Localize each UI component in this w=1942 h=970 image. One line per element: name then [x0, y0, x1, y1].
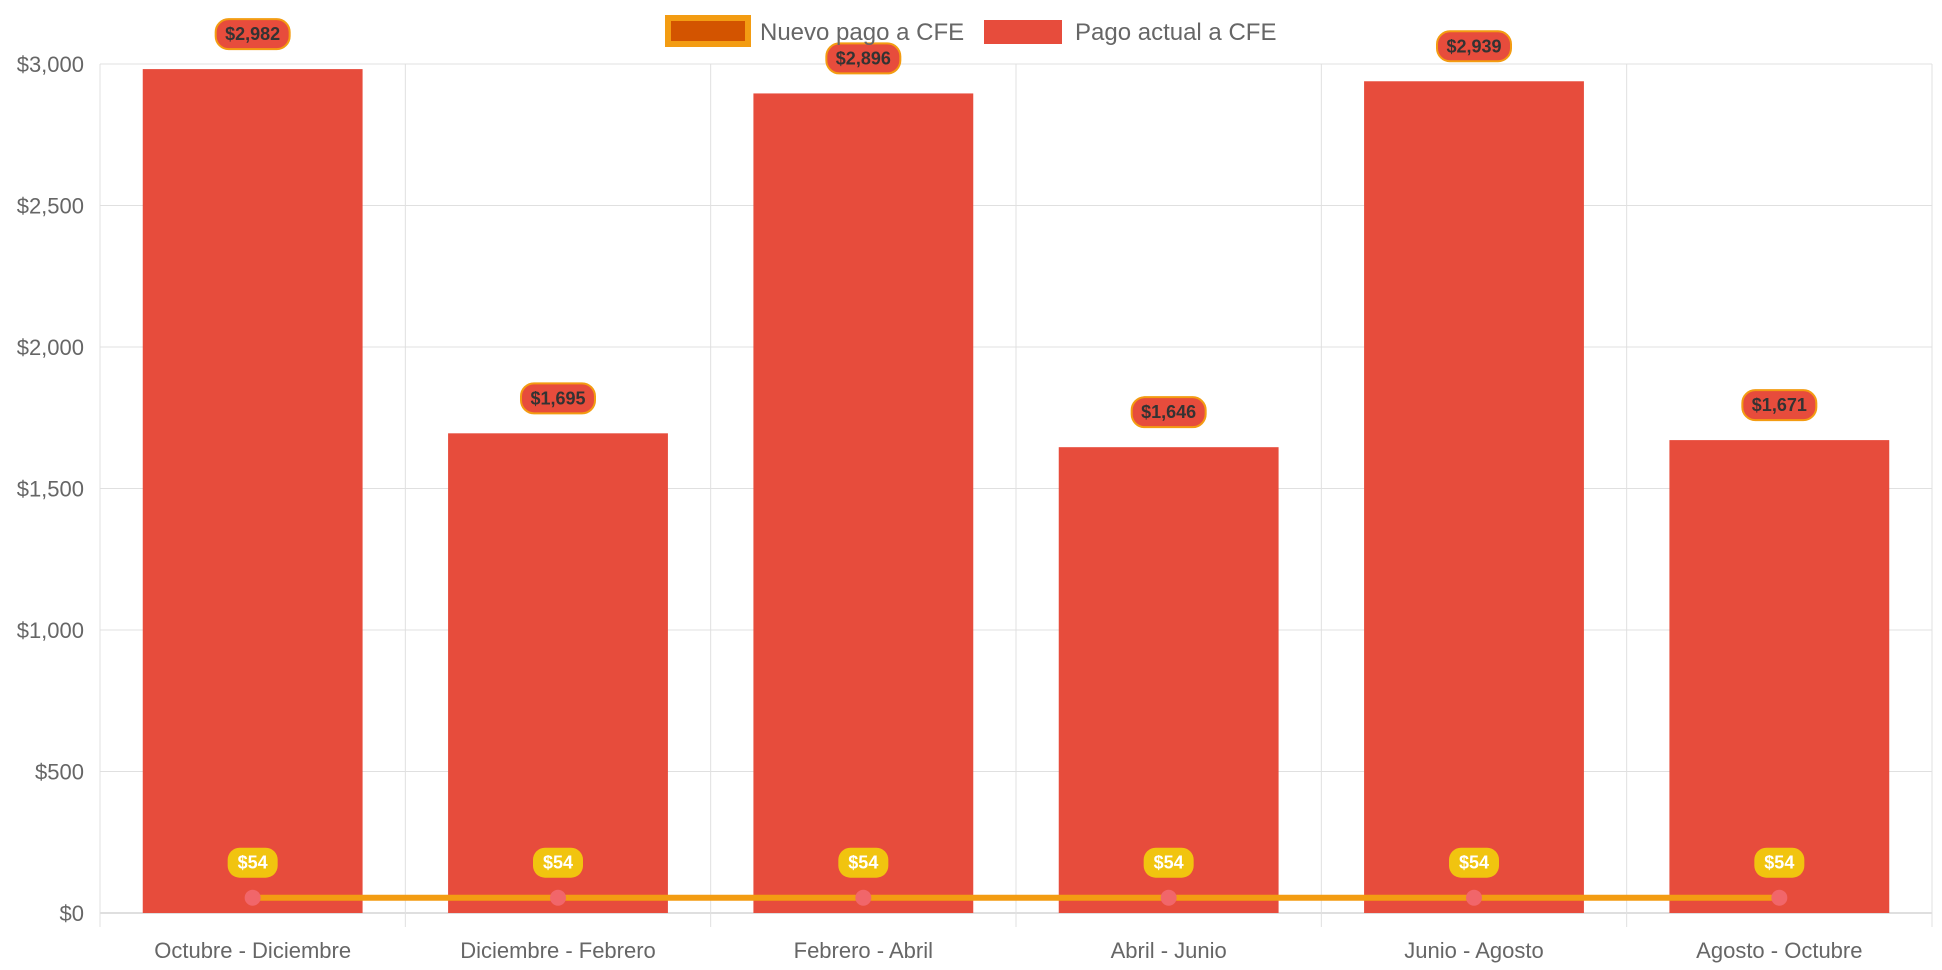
- line-data-label: $54: [1459, 853, 1489, 873]
- legend-label-nuevo: Nuevo pago a CFE: [760, 19, 964, 46]
- x-tick-label: Junio - Agosto: [1404, 938, 1543, 963]
- line-label-bg: [1143, 847, 1194, 878]
- y-axis-ticks: $0 $500 $1,000 $1,500 $2,000 $2,500 $3,000: [17, 52, 84, 926]
- bar-label-bg: [825, 42, 902, 75]
- y-tick-label: $3,000: [17, 52, 84, 77]
- line-label-bg: [1449, 847, 1499, 878]
- y-tick-label: $1,500: [17, 477, 84, 502]
- legend-label-actual: Pago actual a CFE: [1075, 19, 1276, 46]
- line-data-label: $54: [1764, 853, 1794, 873]
- x-tick-label: Octubre - Diciembre: [154, 938, 351, 963]
- bar: [448, 433, 668, 913]
- line-point: [855, 889, 872, 906]
- line-series: [244, 889, 1788, 906]
- bar-data-label: $2,939: [1446, 36, 1501, 56]
- bar: [1669, 440, 1890, 913]
- line-label-bg: [1754, 847, 1805, 878]
- legend-swatch-nuevo: [665, 15, 751, 47]
- legend-item-nuevo[interactable]: Nuevo pago a CFE: [665, 15, 964, 47]
- line-data-label: $54: [543, 853, 573, 873]
- bar-data-label: $2,982: [225, 24, 280, 44]
- bar: [1364, 81, 1584, 913]
- line-label-bg: [227, 847, 278, 878]
- x-tick-label: Agosto - Octubre: [1696, 938, 1862, 963]
- line-data-label: $54: [848, 853, 878, 873]
- line-point: [1466, 889, 1482, 906]
- y-tick-label: $500: [35, 760, 84, 785]
- line-data-label: $54: [238, 853, 268, 873]
- x-tick-label: Diciembre - Febrero: [460, 938, 656, 963]
- bar-label-bg: [214, 18, 291, 51]
- legend-swatch-actual: [984, 20, 1062, 44]
- bar-data-label: $2,896: [836, 48, 891, 68]
- bar-label-bg: [1130, 396, 1207, 429]
- bar-label-bg: [520, 382, 596, 415]
- y-tick-label: $2,000: [17, 335, 84, 360]
- x-tick-label: Abril - Junio: [1111, 938, 1227, 963]
- line-point: [1771, 889, 1788, 906]
- legend: Nuevo pago a CFE Pago actual a CFE: [665, 15, 1276, 47]
- line-point: [550, 889, 566, 906]
- bars: [142, 69, 1890, 914]
- bar: [142, 69, 363, 914]
- y-tick-label: $0: [60, 901, 84, 926]
- line-label-bg: [533, 847, 583, 878]
- bar-data-labels: $2,982 $1,695 $2,896 $1,646 $2,939 $1,671: [214, 18, 1818, 429]
- bar: [1058, 447, 1279, 913]
- x-tick-label: Febrero - Abril: [794, 938, 933, 963]
- grid: [99, 63, 1933, 927]
- line-point: [1160, 889, 1177, 906]
- bar-data-label: $1,671: [1752, 395, 1807, 415]
- y-tick-label: $1,000: [17, 618, 84, 643]
- bar: [753, 93, 974, 913]
- line-point: [244, 889, 261, 906]
- bar-label-bg: [1741, 389, 1818, 422]
- line-data-labels: $54 $54 $54 $54 $54 $54: [227, 847, 1805, 878]
- bar-data-label: $1,695: [530, 388, 585, 408]
- bar-label-bg: [1436, 30, 1512, 63]
- bar-data-label: $1,646: [1141, 402, 1196, 422]
- line-label-bg: [838, 847, 889, 878]
- line-data-label: $54: [1154, 853, 1184, 873]
- legend-item-actual[interactable]: Pago actual a CFE: [984, 19, 1276, 46]
- x-axis-ticks: Octubre - Diciembre Diciembre - Febrero Fe…: [154, 938, 1862, 963]
- y-tick-label: $2,500: [17, 194, 84, 219]
